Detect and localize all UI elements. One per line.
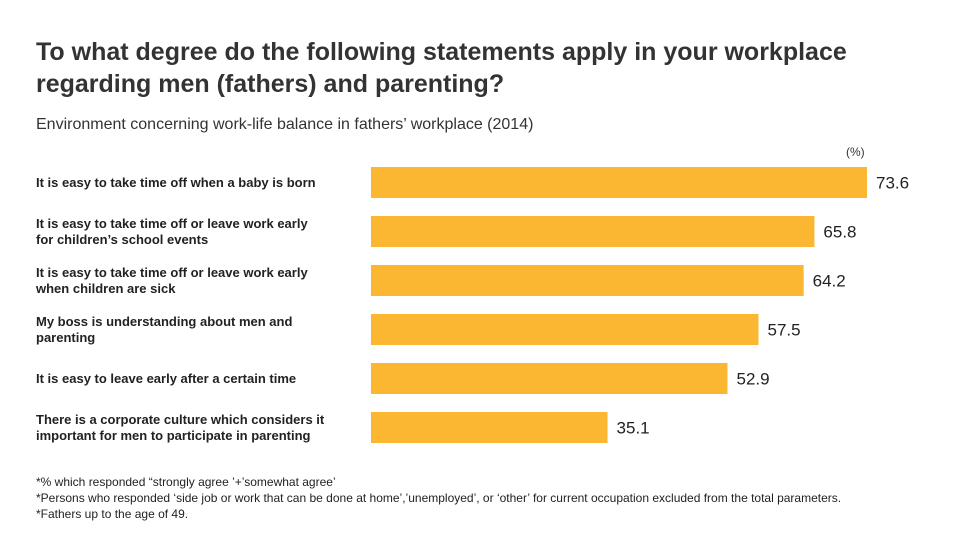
footnote-2: *Persons who responded ‘side job or work… xyxy=(36,491,842,505)
value-label: 73.6 xyxy=(876,174,909,193)
bar xyxy=(371,167,867,198)
unit-label: (%) xyxy=(846,145,865,159)
chart-title-line-2: regarding men (fathers) and parenting? xyxy=(36,70,505,98)
bar xyxy=(371,363,728,394)
chart-title: To what degree do the following statemen… xyxy=(36,36,936,100)
bar xyxy=(371,216,815,247)
value-label: 52.9 xyxy=(737,370,770,389)
value-label: 35.1 xyxy=(617,419,650,438)
footnotes: *% which responded “strongly agree ’+’so… xyxy=(36,474,841,522)
bar-chart: It is easy to take time off when a baby … xyxy=(35,167,909,443)
chart-subtitle: Environment concerning work-life balance… xyxy=(36,116,534,133)
category-label: It is easy to take time off when a baby … xyxy=(36,175,316,190)
bar xyxy=(371,265,804,296)
category-label: There is a corporate culture which consi… xyxy=(36,412,325,443)
value-label: 57.5 xyxy=(768,321,801,340)
chart-title-line-1: To what degree do the following statemen… xyxy=(36,38,847,66)
category-label: My boss is understanding about men and pa… xyxy=(36,314,292,345)
footnote-1: *% which responded “strongly agree ’+’so… xyxy=(36,475,336,489)
category-label: It is easy to take time off or leave wor… xyxy=(36,216,308,247)
bar xyxy=(371,314,759,345)
bar xyxy=(371,412,608,443)
category-label: It is easy to take time off or leave wor… xyxy=(35,265,308,296)
value-label: 64.2 xyxy=(813,272,846,291)
value-label: 65.8 xyxy=(823,223,856,242)
category-label: It is easy to leave early after a certai… xyxy=(36,371,296,386)
footnote-3: *Fathers up to the age of 49. xyxy=(36,507,189,521)
